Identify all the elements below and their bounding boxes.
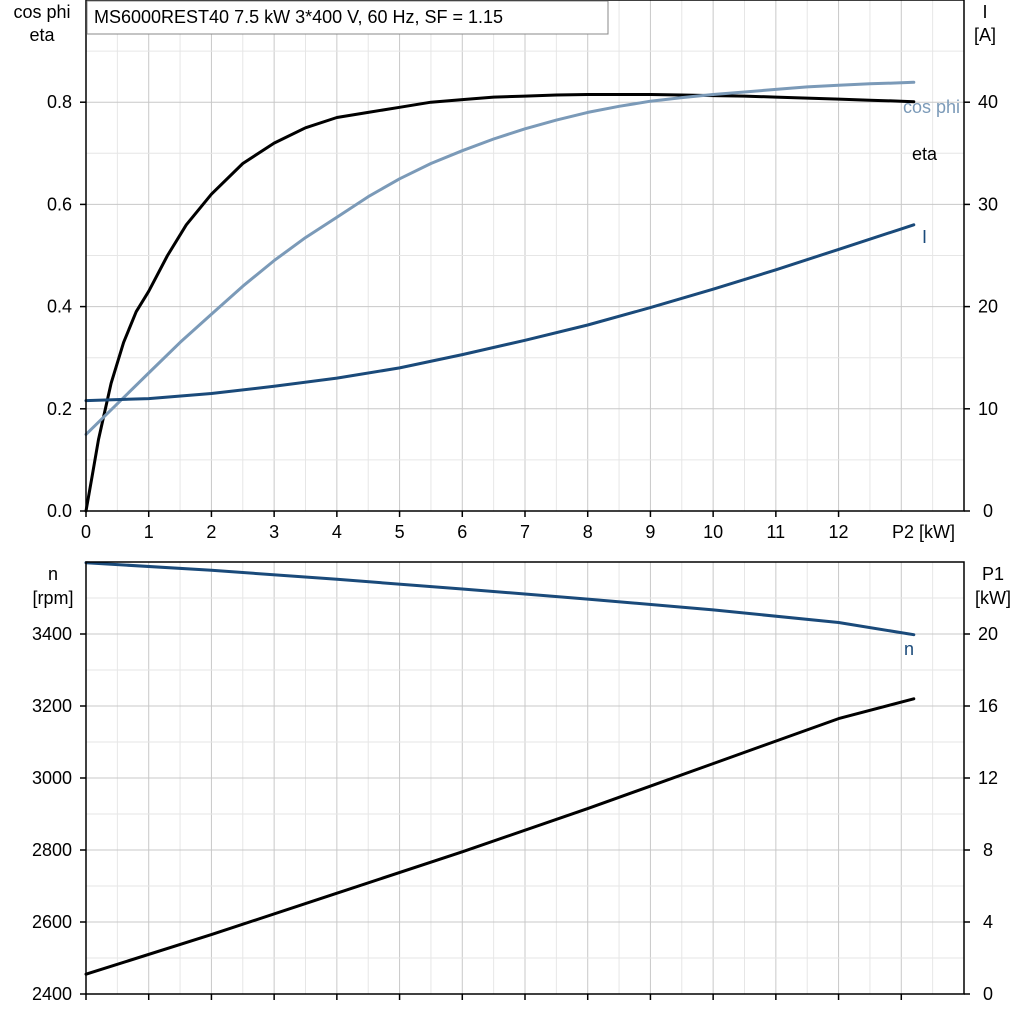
series-line-cos-phi	[84, 80, 916, 436]
y-right-tick-label: 30	[978, 194, 998, 214]
x-tick-label: 9	[645, 522, 655, 542]
y-left-tick-label: 0.2	[47, 399, 72, 419]
series-label-cos-phi: cos phi	[903, 97, 960, 117]
series-label-current: I	[922, 227, 927, 247]
bottom-right-axis-label-line2: [kW]	[975, 588, 1011, 608]
y-right-tick-label: 4	[983, 912, 993, 932]
bottom-left-axis-label-line2: [rpm]	[32, 588, 73, 608]
series-label-eta: eta	[912, 144, 938, 164]
x-tick-label: 6	[457, 522, 467, 542]
y-right-tick-label: 0	[983, 984, 993, 1004]
series-line-p1	[84, 697, 916, 976]
y-left-tick-label: 0.6	[47, 194, 72, 214]
top-right-axis-label-line1: I	[982, 2, 987, 22]
x-tick-label: 7	[520, 522, 530, 542]
y-right-tick-label: 16	[978, 696, 998, 716]
series-line-eta	[84, 93, 916, 513]
top-right-axis-label-line2: [A]	[974, 25, 996, 45]
chart-title-box	[86, 0, 609, 35]
y-left-tick-label: 2800	[32, 840, 72, 860]
top-chart-curves	[84, 80, 916, 513]
chart-title: MS6000REST40 7.5 kW 3*400 V, 60 Hz, SF =…	[94, 7, 503, 27]
y-left-tick-label: 0.8	[47, 92, 72, 112]
y-right-tick-label: 10	[978, 399, 998, 419]
bottom-right-axis-label-line1: P1	[982, 564, 1004, 584]
x-tick-label: 10	[703, 522, 723, 542]
y-left-tick-label: 3400	[32, 624, 72, 644]
series-label-speed: n	[904, 639, 914, 659]
series-line-i	[84, 223, 916, 403]
y-right-tick-label: 40	[978, 92, 998, 112]
y-left-tick-label: 0.0	[47, 501, 72, 521]
y-left-tick-label: 3000	[32, 768, 72, 788]
x-tick-label: 0	[81, 522, 91, 542]
x-tick-label: 8	[583, 522, 593, 542]
bottom-chart-ticks: 2400 2600 2800 3000 3200 3400 0 4 8 12 16 20	[32, 624, 998, 1004]
bottom-chart-grid	[85, 561, 965, 995]
bottom-chart-curves	[84, 561, 916, 976]
x-tick-label: 1	[144, 522, 154, 542]
x-tick-label: 11	[767, 522, 786, 542]
x-tick-label: 12	[829, 522, 849, 542]
y-right-tick-label: 12	[978, 768, 998, 788]
y-left-tick-label: 3200	[32, 696, 72, 716]
x-tick-label: 3	[269, 522, 279, 542]
y-right-tick-label: 8	[983, 840, 993, 860]
top-left-axis-label-line2: eta	[29, 25, 55, 45]
y-left-tick-label: 0.4	[47, 297, 72, 317]
top-left-axis-label-line1: cos phi	[13, 2, 70, 22]
x-tick-label: 2	[206, 522, 216, 542]
y-left-tick-label: 2600	[32, 912, 72, 932]
x-tick-label: 5	[395, 522, 405, 542]
x-axis-label: P2 [kW]	[892, 522, 955, 542]
x-tick-label: 4	[332, 522, 342, 542]
series-line-n	[84, 561, 916, 637]
bottom-left-axis-label-line1: n	[48, 564, 58, 584]
y-left-tick-label: 2400	[32, 984, 72, 1004]
y-right-tick-label: 20	[978, 624, 998, 644]
y-right-tick-label: 20	[978, 297, 998, 317]
y-right-tick-label: 0	[983, 501, 993, 521]
